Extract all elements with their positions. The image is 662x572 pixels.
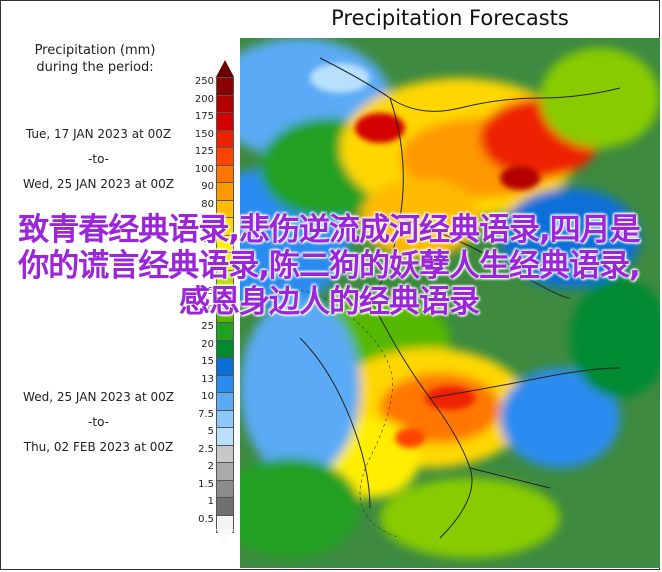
colorbar-tick-label: 175 <box>194 111 214 122</box>
colorbar-tick-label: 30 <box>201 303 214 315</box>
colorbar-cell <box>216 322 234 341</box>
colorbar-min-arrow <box>216 529 234 546</box>
precip-field <box>240 38 660 558</box>
colorbar-tick-label: 40 <box>201 268 214 280</box>
colorbar <box>216 77 234 540</box>
colorbar-cell <box>216 77 234 96</box>
colorbar-tick-label: 100 <box>194 163 214 175</box>
colorbar-tick-label: 15 <box>201 356 214 367</box>
colorbar-tick-label: 1 <box>207 496 214 507</box>
map-svg <box>240 38 660 568</box>
colorbar-tick-label: 10 <box>201 391 214 402</box>
colorbar-cell <box>216 182 234 201</box>
colorbar-tick-label: 250 <box>194 76 214 87</box>
colorbar-cell <box>216 479 234 498</box>
period-1-end: Wed, 25 JAN 2023 at 00Z <box>23 177 174 191</box>
coastline <box>259 289 401 539</box>
colorbar-max-arrow <box>216 60 234 77</box>
colorbar-cell <box>216 374 234 393</box>
colorbar-cell <box>216 427 234 446</box>
precipitation-label-line2: during the period: <box>36 60 154 75</box>
colorbar-cell <box>216 444 234 463</box>
colorbar-tick-label: 5 <box>207 426 214 437</box>
colorbar-cell <box>216 392 234 411</box>
period-2-end: Thu, 02 FEB 2023 at 00Z <box>23 440 174 454</box>
legend-panel: Precipitation (mm) during the period: Tu… <box>0 0 240 570</box>
colorbar-cell <box>216 147 234 166</box>
colorbar-cell <box>216 164 234 183</box>
watermark-overlay-text: 致青春经典语录,悲伤逆流成河经典语录,四月是你的谎言经典语录,陈二狗的妖孽人生经… <box>18 212 641 320</box>
colorbar-cell <box>216 94 234 113</box>
precipitation-map <box>240 38 660 568</box>
colorbar-tick-label: 60 <box>201 233 214 245</box>
colorbar-tick-label: 1.5 <box>198 478 214 490</box>
colorbar-cell <box>216 339 234 358</box>
colorbar-cell <box>216 409 234 428</box>
period-2-start: Wed, 25 JAN 2023 at 00Z <box>23 390 174 404</box>
colorbar-tick-label: 35 <box>201 286 214 297</box>
period-1: Tue, 17 JAN 2023 at 00Z -to- Wed, 25 JAN… <box>6 122 191 197</box>
period-2: Wed, 25 JAN 2023 at 00Z -to- Thu, 02 FEB… <box>6 385 191 460</box>
figure-title: Precipitation Forecasts <box>331 6 569 30</box>
period-2-separator: -to- <box>88 415 109 429</box>
period-1-separator: -to- <box>88 152 109 166</box>
country-borders <box>299 57 621 539</box>
colorbar-tick-label: 125 <box>194 146 214 157</box>
colorbar-tick-label: 200 <box>194 93 214 105</box>
colorbar-tick-label: 90 <box>201 181 214 192</box>
colorbar-tick-label: 7.5 <box>198 408 214 420</box>
colorbar-tick-label: 80 <box>201 198 214 210</box>
period-1-start: Tue, 17 JAN 2023 at 00Z <box>25 127 172 141</box>
colorbar-tick-label: 2.5 <box>198 443 214 455</box>
colorbar-tick-label: 50 <box>201 251 214 262</box>
colorbar-cell <box>216 357 234 376</box>
colorbar-tick-label: 2 <box>207 461 214 472</box>
colorbar-tick-label: 0.5 <box>198 513 214 525</box>
precip-peaks <box>310 63 540 448</box>
colorbar-tick-label: 25 <box>201 321 214 332</box>
colorbar-cell <box>216 129 234 148</box>
precipitation-label: Precipitation (mm) during the period: <box>10 42 180 76</box>
colorbar-cell <box>216 112 234 131</box>
colorbar-tick-label: 70 <box>201 216 214 227</box>
colorbar-tick-label: 150 <box>194 128 214 140</box>
precipitation-label-line1: Precipitation (mm) <box>34 43 156 58</box>
colorbar-cell <box>216 462 234 481</box>
colorbar-cell <box>216 497 234 516</box>
colorbar-tick-label: 20 <box>201 338 214 350</box>
colorbar-tick-label: 13 <box>201 373 214 385</box>
